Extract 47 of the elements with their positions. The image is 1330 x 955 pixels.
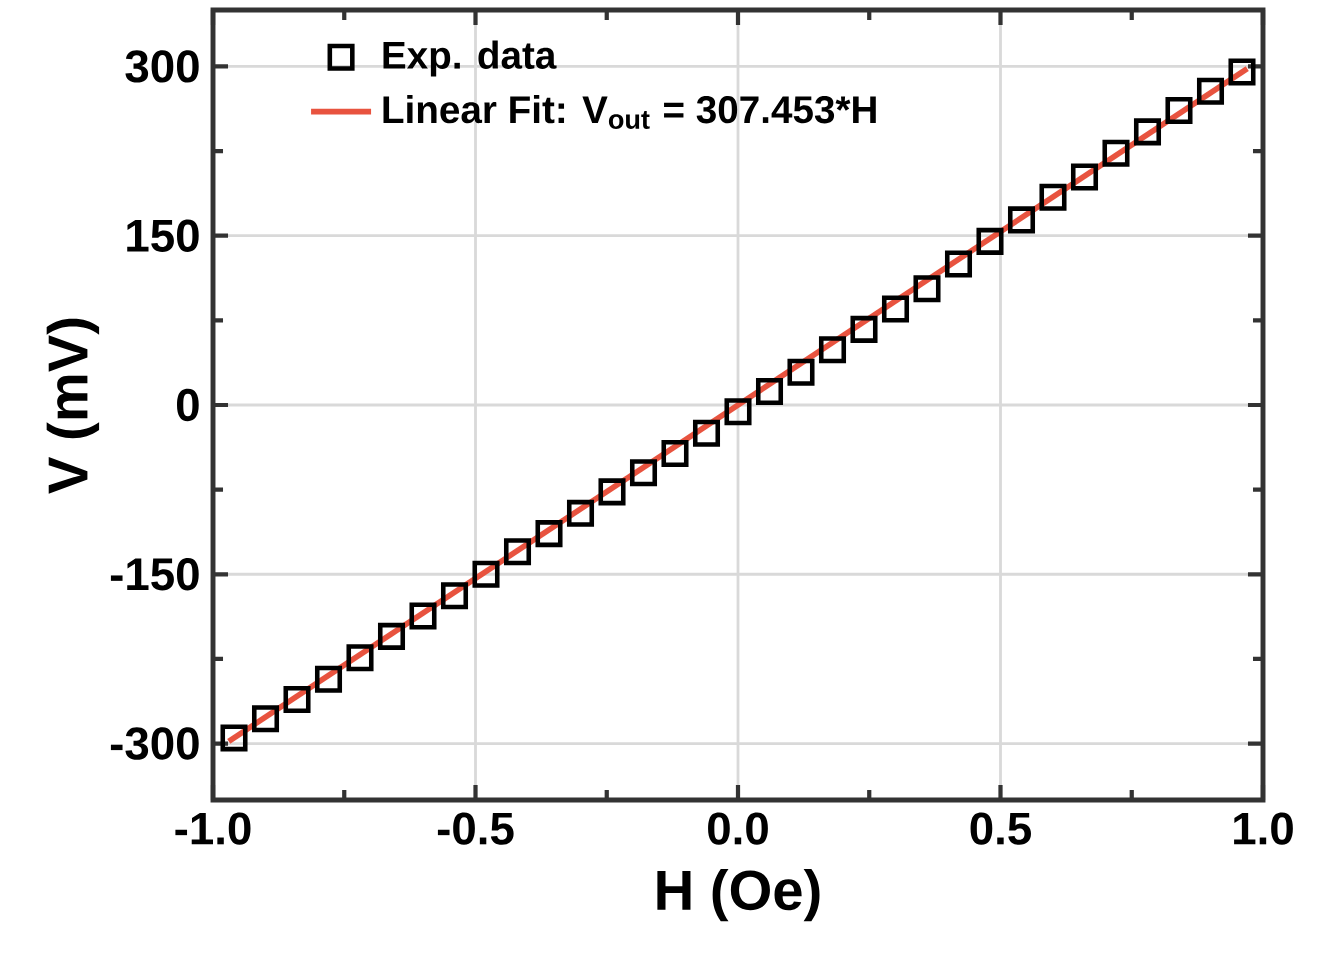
point [913, 275, 941, 303]
point [755, 377, 784, 405]
point [377, 622, 406, 650]
point [346, 644, 374, 672]
point [787, 358, 815, 386]
point [472, 560, 500, 588]
x-tick-label: 0.5 [970, 812, 1031, 845]
point [1070, 163, 1099, 191]
point [1007, 206, 1036, 234]
x-tick-label: -0.5 [437, 812, 514, 845]
point [976, 227, 1004, 255]
y-axis-title: V (mV) [46, 318, 100, 494]
y-tick-label: 300 [125, 50, 199, 83]
y-tick-label: -150 [110, 558, 199, 591]
legend-label: Linear Fit: V$_{out}$ = 307.453*H [383, 94, 876, 129]
point [503, 538, 532, 566]
point [1133, 118, 1162, 146]
point [440, 582, 469, 610]
point [314, 665, 343, 693]
y-tick-label: -300 [110, 727, 199, 760]
x-tick-label: 0.0 [708, 812, 768, 845]
point [566, 499, 595, 527]
legend-label: Exp. data [383, 40, 557, 77]
point [1165, 96, 1193, 124]
point [629, 459, 658, 487]
point [598, 478, 626, 506]
point [251, 705, 280, 733]
x-tick-label: -1.0 [175, 812, 251, 845]
point [692, 419, 721, 447]
y-tick-label: 150 [127, 219, 199, 252]
point [220, 724, 248, 752]
y-tick-label: 0 [177, 388, 199, 422]
point [1102, 139, 1130, 167]
point [1039, 183, 1067, 211]
point [409, 602, 437, 630]
point [850, 315, 878, 343]
x-tick-label: 1.0 [1234, 812, 1293, 845]
point [881, 295, 910, 323]
point [724, 398, 752, 426]
point [661, 439, 689, 468]
point [535, 520, 563, 548]
point [944, 250, 973, 278]
x-axis-title: H (Oe) [657, 868, 820, 922]
point [818, 336, 847, 364]
point [283, 686, 311, 714]
point [1228, 58, 1256, 86]
point [1196, 77, 1225, 105]
